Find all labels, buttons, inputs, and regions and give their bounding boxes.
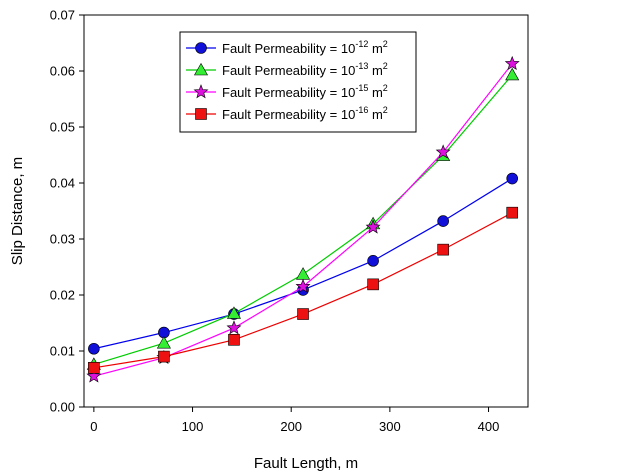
- y-tick-label: 0.07: [50, 8, 75, 23]
- legend: Fault Permeability = 10-12 m2 Fault Perme…: [179, 31, 417, 133]
- series-1: [86, 67, 520, 370]
- legend-entry-0: Fault Permeability = 10-12 m2: [186, 39, 388, 56]
- legend-label: Fault Permeability = 10-12 m2: [222, 39, 388, 56]
- y-tick-label: 0.00: [50, 400, 75, 415]
- data-point-square: [297, 308, 309, 320]
- legend-entry-2: Fault Permeability = 10-15 m2: [186, 83, 388, 100]
- data-point-square: [506, 206, 519, 219]
- legend-entry-3: Fault Permeability = 10-16 m2: [186, 105, 388, 122]
- legend-entry-1: Fault Permeability = 10-13 m2: [186, 61, 388, 78]
- data-point-square: [195, 108, 207, 120]
- data-point-star: [226, 320, 242, 335]
- plot-frame: [83, 14, 529, 408]
- x-tick-label: 100: [182, 419, 204, 434]
- data-point-square: [158, 350, 170, 363]
- x-tick-label: 200: [280, 419, 302, 434]
- data-point-star: [86, 368, 102, 383]
- data-point-square: [367, 278, 379, 291]
- data-point-circle: [367, 255, 379, 267]
- series-0: [88, 172, 519, 355]
- x-tick-label: 0: [90, 419, 97, 434]
- data-point-triangle: [226, 306, 241, 319]
- y-tick-label: 0.04: [50, 176, 75, 191]
- y-tick-label: 0.02: [50, 288, 75, 303]
- legend-label: Fault Permeability = 10-16 m2: [222, 105, 388, 122]
- series-line: [93, 178, 513, 350]
- x-tick-label: 300: [379, 419, 401, 434]
- data-point-triangle: [156, 336, 171, 349]
- data-point-circle: [195, 42, 207, 54]
- data-point-star: [193, 84, 209, 99]
- axis-ticks: 0 100 200 300 400 0.00 0.01 0.02 0.03 0.04 0.05 0.0…: [50, 8, 500, 435]
- data-point-triangle: [505, 67, 520, 81]
- data-point-square: [228, 333, 240, 346]
- series-layer: [86, 55, 520, 383]
- legend-label: Fault Permeability = 10-13 m2: [222, 61, 388, 78]
- y-tick-label: 0.05: [50, 120, 75, 135]
- data-point-triangle: [193, 62, 209, 76]
- y-tick-label: 0.01: [50, 344, 75, 359]
- data-point-square: [88, 361, 100, 374]
- y-tick-label: 0.03: [50, 232, 75, 247]
- data-point-triangle: [296, 267, 311, 280]
- series-3: [88, 206, 519, 374]
- data-point-star: [295, 278, 311, 293]
- data-point-circle: [506, 172, 519, 185]
- legend-box: [179, 31, 417, 133]
- data-point-square: [437, 243, 449, 256]
- data-point-star: [365, 219, 381, 234]
- x-tick-label: 400: [478, 419, 500, 434]
- data-point-circle: [88, 342, 100, 355]
- data-point-star: [435, 144, 451, 159]
- legend-label: Fault Permeability = 10-15 m2: [222, 83, 388, 100]
- data-point-star: [504, 55, 520, 71]
- x-axis-title: Fault Length, m: [254, 455, 358, 472]
- y-tick-label: 0.06: [50, 64, 75, 79]
- y-axis-title: Slip Distance, m: [9, 157, 26, 265]
- data-point-circle: [437, 215, 449, 227]
